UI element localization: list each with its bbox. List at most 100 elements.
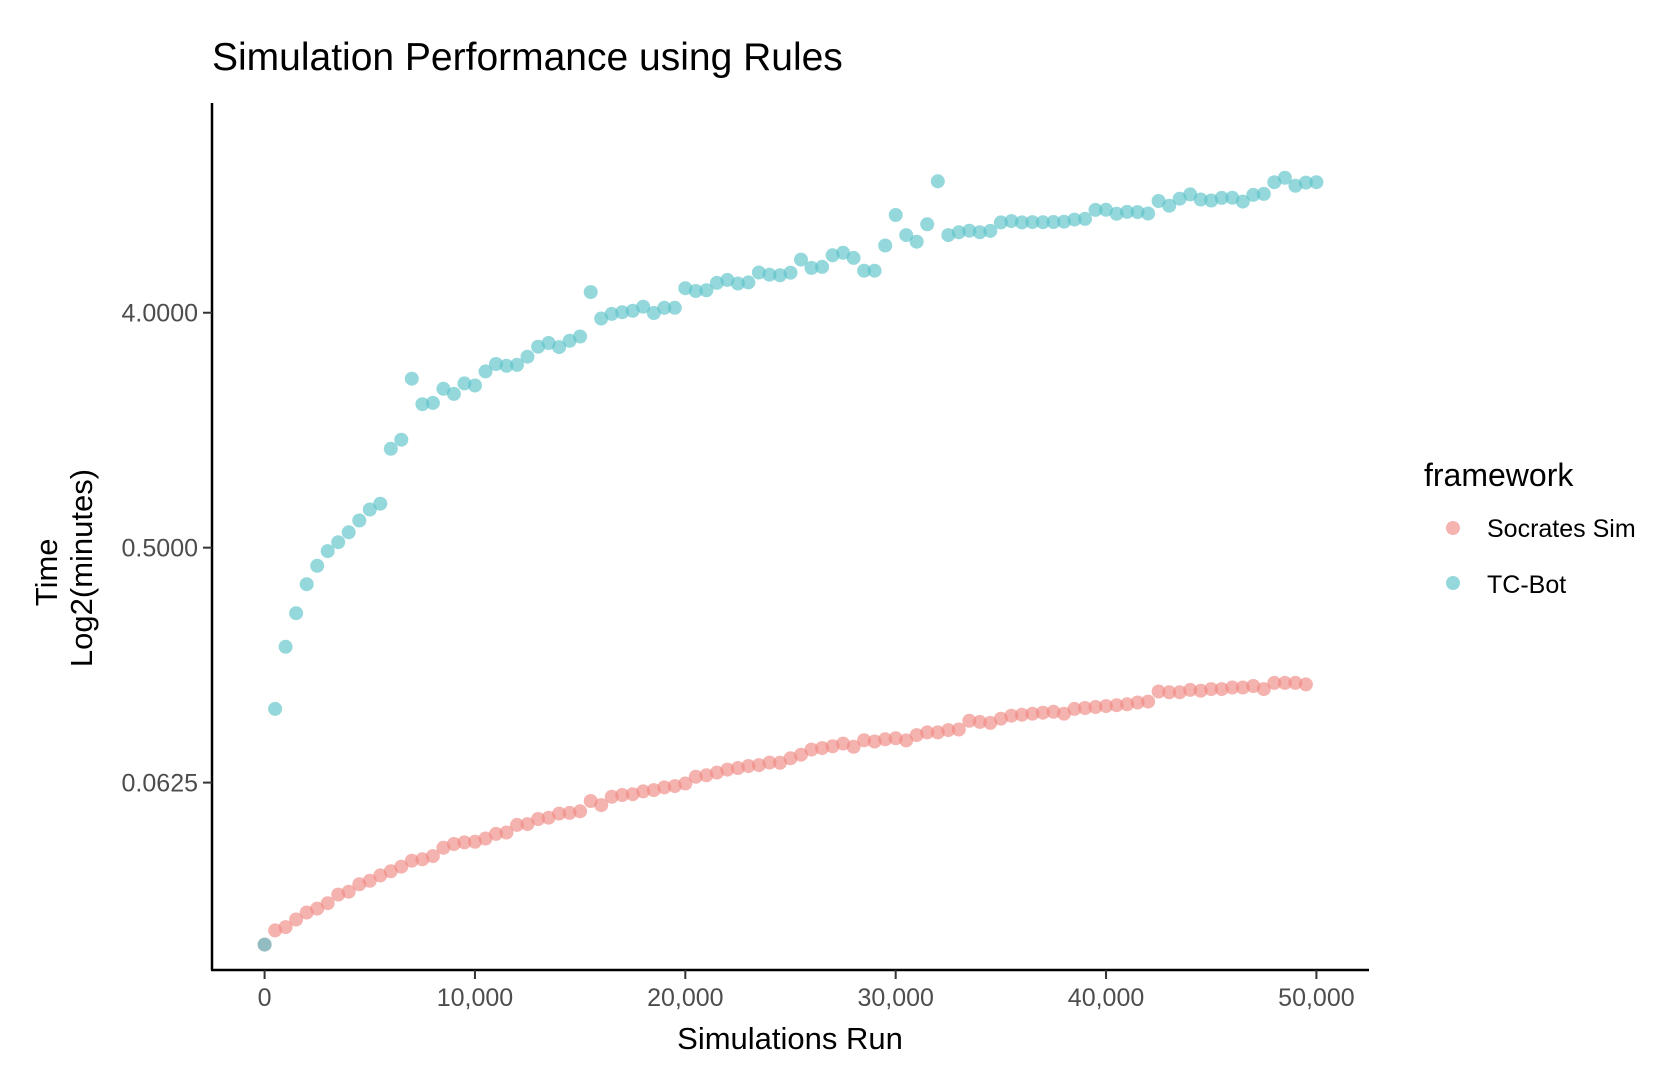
legend: framework Socrates Sim TC-Bot xyxy=(1424,457,1636,599)
data-point-tc-bot xyxy=(741,275,756,290)
x-tick-label: 0 xyxy=(258,984,272,1012)
data-point-socrates-sim xyxy=(667,779,682,794)
data-point-socrates-sim xyxy=(857,733,872,748)
data-point-socrates-sim xyxy=(1183,682,1198,697)
data-point-socrates-sim xyxy=(1025,706,1040,721)
data-point-tc-bot xyxy=(1057,214,1071,229)
data-point-tc-bot xyxy=(1256,186,1271,201)
data-point-tc-bot xyxy=(688,284,703,298)
legend-key-socrates-sim xyxy=(1446,521,1460,535)
data-point-tc-bot xyxy=(615,305,630,320)
data-point-socrates-sim xyxy=(688,769,703,784)
data-point-tc-bot xyxy=(941,228,956,243)
data-point-tc-bot xyxy=(794,252,808,267)
data-point-socrates-sim xyxy=(425,849,440,864)
data-point-tc-bot xyxy=(709,275,724,290)
data-point-socrates-sim xyxy=(594,798,609,813)
data-point-tc-bot xyxy=(383,441,398,456)
data-point-socrates-sim xyxy=(468,834,482,849)
data-point-tc-bot xyxy=(878,238,893,253)
data-point-tc-bot xyxy=(1183,187,1198,202)
x-tick-label: 40,000 xyxy=(1068,984,1144,1012)
legend-key-tc-bot xyxy=(1446,576,1460,590)
data-point-tc-bot xyxy=(888,208,903,222)
data-point-socrates-sim xyxy=(720,762,735,777)
x-tick-label: 10,000 xyxy=(437,984,513,1012)
data-point-socrates-sim xyxy=(836,736,851,751)
data-point-socrates-sim xyxy=(278,920,293,935)
data-point-tc-bot xyxy=(646,306,661,320)
data-point-tc-bot xyxy=(552,340,567,355)
data-point-socrates-sim xyxy=(762,755,777,770)
data-point-socrates-sim xyxy=(1214,682,1229,697)
data-point-tc-bot xyxy=(341,525,356,540)
data-point-tc-bot xyxy=(636,299,651,314)
data-point-tc-bot xyxy=(1298,175,1313,190)
data-point-socrates-sim xyxy=(699,768,714,783)
data-point-socrates-sim xyxy=(562,805,577,820)
data-point-tc-bot xyxy=(446,386,461,401)
data-point-socrates-sim xyxy=(1288,675,1303,690)
data-point-socrates-sim xyxy=(1267,675,1282,690)
data-point-socrates-sim xyxy=(520,817,535,832)
x-tick-label: 20,000 xyxy=(647,984,723,1012)
data-point-socrates-sim xyxy=(1109,698,1124,713)
data-point-socrates-sim xyxy=(783,751,798,766)
data-point-tc-bot xyxy=(1004,214,1019,229)
data-point-socrates-sim xyxy=(773,755,787,770)
data-point-socrates-sim xyxy=(268,923,283,938)
data-point-socrates-sim xyxy=(383,864,398,879)
data-point-tc-bot xyxy=(436,381,451,396)
data-point-socrates-sim xyxy=(888,731,903,746)
data-point-tc-bot xyxy=(1204,193,1219,208)
data-point-socrates-sim xyxy=(478,831,493,846)
data-point-socrates-sim xyxy=(972,714,987,729)
data-point-tc-bot xyxy=(310,558,325,573)
data-point-tc-bot xyxy=(1277,170,1292,185)
data-point-tc-bot xyxy=(825,248,840,263)
data-point-tc-bot xyxy=(920,217,935,232)
data-point-socrates-sim xyxy=(825,739,840,754)
series-tc-bot xyxy=(257,170,1324,952)
data-point-socrates-sim xyxy=(436,840,451,855)
chart-title: Simulation Performance using Rules xyxy=(212,36,843,79)
data-point-tc-bot xyxy=(520,349,535,364)
data-point-tc-bot xyxy=(730,276,745,291)
data-point-tc-bot xyxy=(289,606,304,621)
data-point-tc-bot xyxy=(394,432,409,447)
data-point-socrates-sim xyxy=(741,759,756,773)
data-points xyxy=(257,170,1324,952)
data-point-tc-bot xyxy=(594,311,609,326)
data-point-tc-bot xyxy=(1267,175,1282,190)
data-point-socrates-sim xyxy=(920,725,935,740)
data-point-tc-bot xyxy=(699,283,714,298)
data-point-socrates-sim xyxy=(1141,694,1156,709)
data-point-socrates-sim xyxy=(1246,679,1261,693)
data-point-socrates-sim xyxy=(1298,677,1313,692)
data-point-tc-bot xyxy=(773,268,787,283)
data-point-tc-bot xyxy=(1025,215,1040,230)
y-tick-label: 4.0000 xyxy=(122,300,198,328)
data-point-socrates-sim xyxy=(299,905,314,920)
data-point-socrates-sim xyxy=(362,873,377,888)
data-point-socrates-sim xyxy=(489,826,503,841)
data-point-tc-bot xyxy=(489,357,503,371)
data-point-tc-bot xyxy=(604,306,619,321)
data-point-socrates-sim xyxy=(1235,680,1250,695)
data-point-tc-bot xyxy=(815,259,830,274)
data-point-tc-bot xyxy=(415,397,430,412)
legend-title: framework xyxy=(1424,457,1574,493)
data-point-socrates-sim xyxy=(1162,685,1177,700)
legend-label-tc-bot: TC-Bot xyxy=(1487,571,1566,599)
y-axis-title-line-2: Log2(minutes) xyxy=(64,469,99,667)
data-point-socrates-sim xyxy=(930,725,945,740)
data-point-socrates-sim xyxy=(794,747,808,762)
series-socrates-sim xyxy=(257,675,1313,952)
data-point-socrates-sim xyxy=(1004,708,1019,723)
data-point-tc-bot xyxy=(1246,187,1261,202)
data-point-tc-bot xyxy=(499,358,514,373)
x-axis-ticks: 0 10,000 20,000 30,000 40,000 50,000 xyxy=(258,970,1355,1012)
data-point-socrates-sim xyxy=(730,761,745,775)
data-point-tc-bot xyxy=(257,937,272,952)
y-tick-label: 0.5000 xyxy=(122,535,198,563)
